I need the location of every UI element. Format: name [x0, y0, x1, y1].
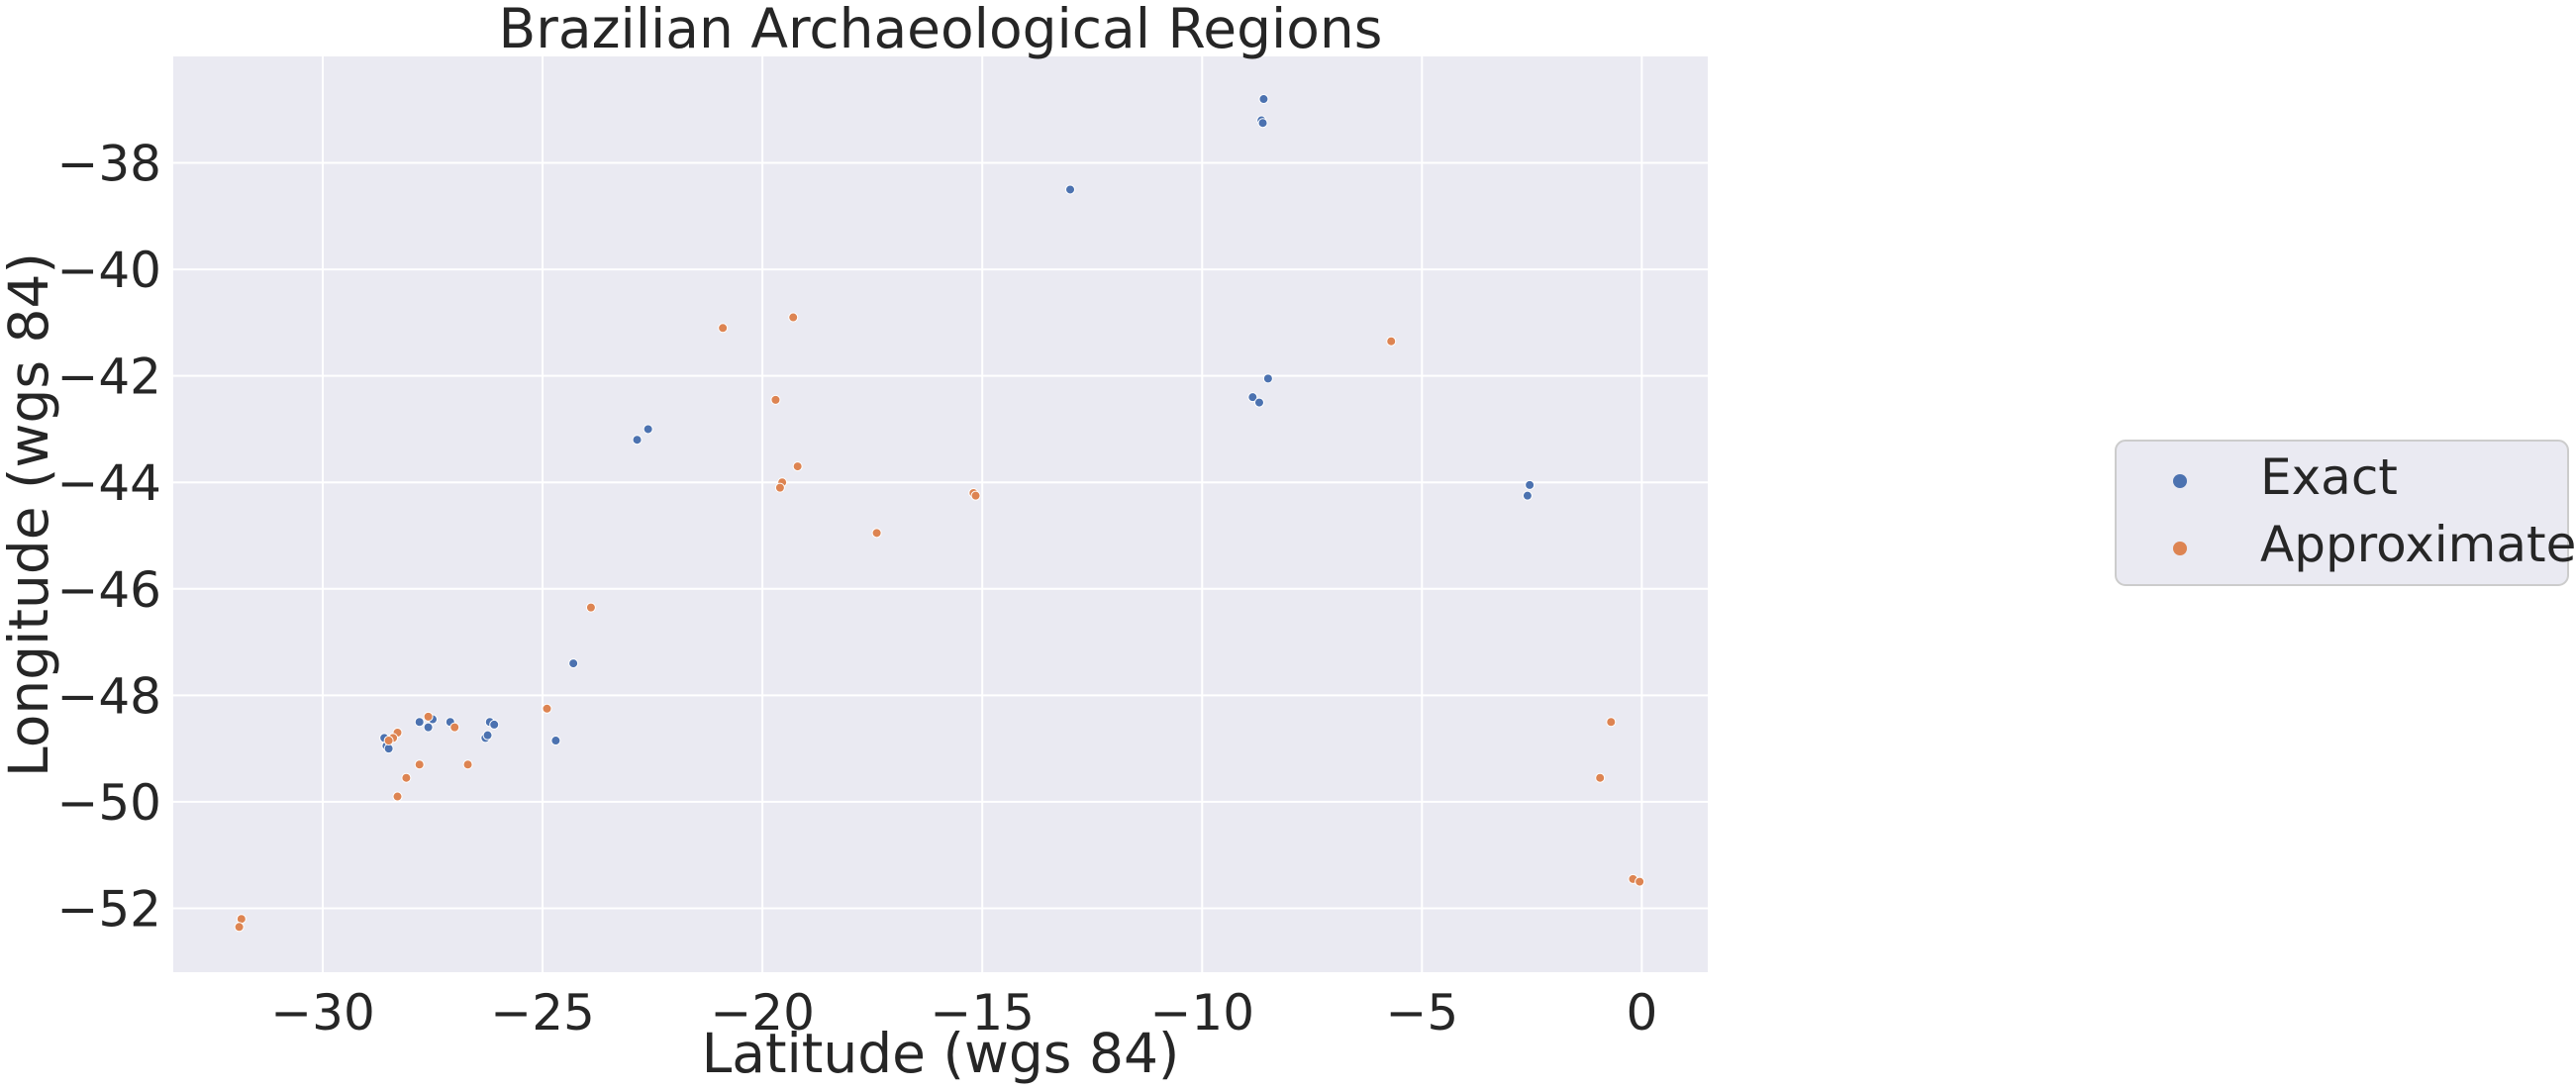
data-point-approximate: [449, 722, 460, 733]
data-point-approximate: [774, 482, 785, 493]
y-axis-ticks: −38 −40 −42 −44 −46 −48 −50 −52: [56, 136, 161, 939]
data-point-approximate: [462, 759, 473, 770]
x-tick-label: −20: [710, 984, 815, 1041]
data-points: [234, 94, 1645, 933]
legend-label-exact: Exact: [2260, 448, 2398, 506]
legend-label-approximate: Approximate: [2260, 516, 2576, 573]
data-point-exact: [1253, 397, 1264, 408]
x-tick-label: −15: [930, 984, 1035, 1041]
legend-box: [2115, 440, 2569, 586]
data-point-approximate: [1606, 717, 1617, 728]
data-point-exact: [414, 717, 425, 728]
y-tick-label: −42: [56, 348, 161, 406]
data-point-approximate: [792, 461, 803, 472]
x-tick-label: −25: [490, 984, 595, 1041]
data-point-exact: [423, 722, 434, 733]
data-point-exact: [1247, 392, 1258, 403]
data-point-approximate: [770, 394, 781, 405]
x-tick-label: −10: [1149, 984, 1254, 1041]
data-point-exact: [1258, 94, 1269, 105]
x-tick-label: −5: [1385, 984, 1458, 1041]
data-point-exact: [1257, 118, 1268, 129]
data-point-exact: [489, 719, 500, 730]
y-tick-label: −38: [56, 136, 161, 193]
grid-lines: [173, 56, 1708, 972]
data-point-approximate: [401, 772, 412, 783]
y-tick-label: −40: [56, 242, 161, 299]
data-point-approximate: [718, 323, 729, 334]
data-point-exact: [1525, 479, 1536, 490]
y-axis-label: Longitude (wgs 84): [0, 252, 60, 777]
data-point-approximate: [234, 922, 245, 933]
series-approximate: [234, 312, 1645, 933]
y-tick-label: −48: [56, 667, 161, 725]
plot-area: [173, 56, 1708, 972]
y-tick-label: −44: [56, 454, 161, 512]
data-point-approximate: [542, 703, 552, 714]
chart-title: Brazilian Archaeological Regions: [499, 0, 1383, 60]
data-point-approximate: [871, 528, 882, 539]
y-tick-label: −46: [56, 561, 161, 619]
data-point-approximate: [236, 914, 247, 925]
x-tick-label: 0: [1626, 984, 1657, 1041]
x-tick-label: −30: [270, 984, 375, 1041]
data-point-approximate: [383, 736, 394, 746]
data-point-approximate: [585, 602, 596, 613]
legend-marker-exact: [2173, 474, 2187, 488]
data-point-exact: [482, 730, 493, 741]
data-point-exact: [550, 736, 561, 746]
y-tick-label: −52: [56, 880, 161, 938]
x-axis-label: Latitude (wgs 84): [702, 1022, 1180, 1085]
data-point-exact: [632, 435, 643, 446]
data-point-approximate: [970, 490, 981, 501]
data-point-exact: [643, 424, 653, 435]
data-point-approximate: [414, 759, 425, 770]
data-point-approximate: [392, 791, 403, 802]
data-point-exact: [1065, 184, 1076, 195]
data-point-exact: [1262, 373, 1273, 384]
data-point-approximate: [788, 312, 799, 323]
data-point-approximate: [423, 711, 434, 722]
data-point-approximate: [1386, 336, 1397, 347]
legend-marker-approximate: [2173, 542, 2187, 555]
x-axis-ticks: −30 −25 −20 −15 −10 −5 0: [270, 984, 1657, 1041]
legend: Exact Approximate: [2115, 440, 2576, 586]
series-exact: [379, 94, 1536, 754]
data-point-exact: [1522, 490, 1533, 501]
data-point-exact: [568, 658, 579, 669]
data-point-approximate: [1635, 876, 1645, 887]
data-point-approximate: [1595, 772, 1606, 783]
y-tick-label: −50: [56, 774, 161, 832]
